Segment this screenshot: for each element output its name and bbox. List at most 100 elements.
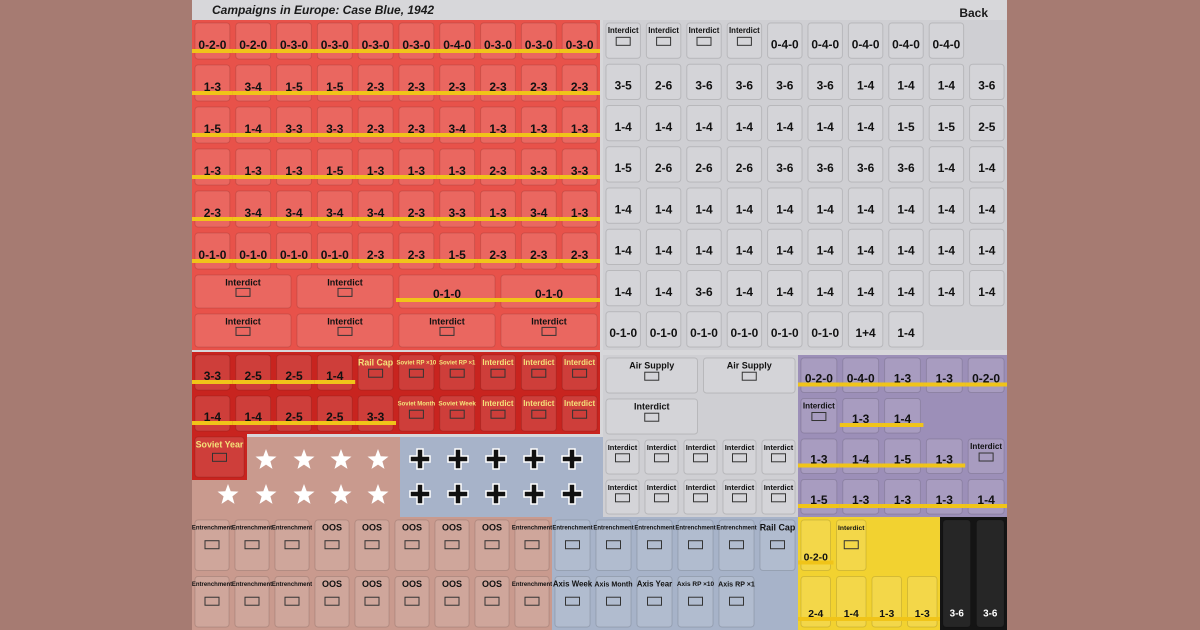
counter-icon [408, 368, 424, 378]
movement-stripe [839, 382, 882, 387]
counter [398, 313, 496, 348]
counter [888, 63, 924, 100]
counter [847, 105, 884, 142]
counter [561, 395, 598, 432]
counter [645, 105, 682, 142]
movement-stripe [192, 49, 233, 53]
movement-stripe [273, 217, 315, 221]
combat-factor: 1-3 [936, 372, 954, 386]
back-label[interactable]: Back [959, 6, 988, 20]
counter [439, 395, 476, 432]
counter-label: Interdict [729, 26, 760, 35]
combat-factor: 3-4 [245, 206, 263, 220]
movement-stripe [798, 463, 840, 468]
section-background [192, 517, 552, 630]
counter [767, 63, 803, 100]
movement-stripe [881, 463, 924, 468]
combat-factor: 0-4-0 [892, 37, 920, 51]
movement-stripe [881, 382, 924, 387]
combat-factor: 1-3 [489, 122, 507, 136]
movement-stripe [477, 91, 519, 95]
movement-stripe [923, 504, 966, 508]
combat-factor: 3-6 [776, 161, 794, 175]
movement-stripe [436, 259, 478, 263]
counter [969, 146, 1005, 183]
movement-stripe [477, 49, 519, 53]
combat-factor: 1-4 [736, 244, 754, 258]
balkenkreuz [523, 448, 545, 470]
counter-icon [404, 540, 420, 550]
counter [314, 576, 350, 628]
counter [888, 270, 924, 307]
counter [928, 22, 965, 59]
counter-icon [693, 453, 708, 463]
counter [928, 187, 965, 224]
star [217, 484, 239, 504]
movement-stripe [798, 382, 840, 387]
counter-label: Soviet Month [398, 402, 436, 408]
counter-icon [439, 326, 455, 336]
combat-factor: 1-4 [736, 202, 754, 216]
counter-icon [449, 409, 465, 419]
combat-factor: 1-5 [894, 453, 912, 467]
counter-label: Axis RP ×10 [677, 581, 715, 588]
counter-icon [606, 596, 621, 606]
combat-factor: 3-4 [245, 80, 263, 94]
combat-factor: 1-3 [489, 206, 507, 220]
combat-factor: 1-3 [852, 412, 870, 426]
combat-factor: 2-3 [571, 248, 589, 262]
counter-label: OOS [442, 522, 462, 532]
counter-label: Axis Month [594, 580, 632, 588]
counter [969, 187, 1005, 224]
combat-factor: 1-3 [879, 609, 894, 620]
combat-factor: 3-6 [983, 609, 998, 620]
combat-factor: 1-5 [326, 80, 344, 94]
combat-factor: 2-3 [408, 80, 426, 94]
counter-icon [770, 540, 785, 550]
counter [274, 576, 310, 628]
counter [480, 354, 516, 391]
counter-label: Entrenchment [593, 526, 633, 532]
counter-label: Interdict [608, 26, 639, 35]
combat-factor: 1-4 [938, 202, 956, 216]
counter [836, 519, 867, 571]
counter-icon [688, 540, 703, 550]
combat-factor: 0-2-0 [239, 38, 267, 52]
counter-icon [654, 493, 669, 503]
combat-factor: 1-4 [615, 285, 633, 299]
combat-factor: 0-1-0 [731, 326, 759, 340]
counter [474, 576, 510, 628]
counter [595, 519, 632, 571]
combat-factor: 0-3-0 [280, 38, 308, 52]
counter-label: Entrenchment [192, 526, 232, 532]
counter-label: Interdict [608, 443, 638, 452]
combat-factor: 0-3-0 [321, 38, 349, 52]
movement-stripe [273, 175, 315, 179]
counter [767, 146, 803, 183]
combat-factor: 0-1-0 [280, 248, 308, 262]
movement-stripe [355, 175, 396, 179]
combat-factor: 0-1-0 [321, 248, 349, 262]
combat-factor: 2-3 [489, 164, 507, 178]
combat-factor: 3-5 [615, 79, 633, 93]
counter-icon [490, 409, 506, 419]
counter [969, 105, 1005, 142]
counter [194, 519, 230, 571]
counter [474, 519, 510, 571]
combat-factor: 2-3 [408, 206, 426, 220]
movement-stripe [192, 175, 233, 179]
combat-factor: 2-5 [326, 410, 344, 424]
counter [677, 576, 714, 628]
counter [686, 22, 722, 59]
counter [354, 576, 390, 628]
movement-stripe [436, 217, 478, 221]
counter-label: Interdict [634, 401, 670, 411]
combat-factor: 1-4 [245, 122, 263, 136]
counter-icon [531, 368, 547, 378]
movement-stripe [436, 175, 478, 179]
combat-factor: 1-4 [245, 410, 263, 424]
combat-factor: 1-3 [530, 122, 548, 136]
counter-label: OOS [402, 579, 422, 589]
counter-icon [364, 596, 380, 606]
combat-factor: 1-3 [571, 206, 589, 220]
